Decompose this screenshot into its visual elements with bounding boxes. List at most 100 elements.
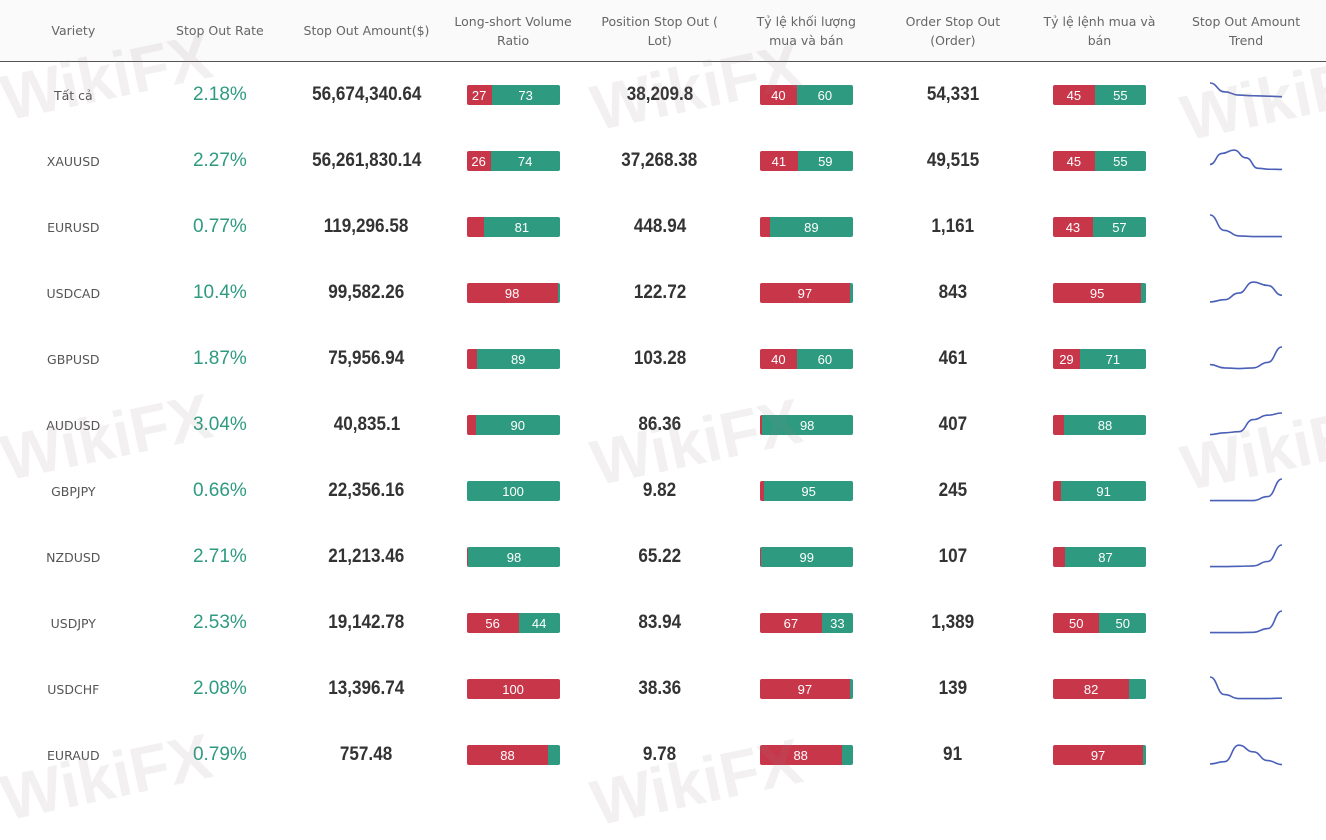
order-buy-sell-ratio-bar: 87 — [1052, 547, 1146, 567]
position-stop-out: 9.78 — [643, 744, 677, 765]
stop-out-rate: 0.79% — [192, 744, 247, 765]
table-row[interactable]: USDCHF 2.08% 13,396.74 100 38.36 97 139 … — [0, 656, 1326, 722]
table-row[interactable]: EURUSD 0.77% 119,296.58 81 448.94 89 1,1… — [0, 194, 1326, 260]
short-segment: 27 — [466, 85, 492, 105]
stop-out-rate: 2.71% — [192, 546, 247, 567]
trend-sparkline — [1210, 346, 1283, 370]
short-segment: 100 — [466, 679, 560, 699]
long-segment: 57 — [1092, 217, 1146, 237]
volume-buy-sell-ratio-bar: 98 — [759, 415, 853, 435]
short-segment — [759, 547, 761, 567]
table-row[interactable]: AUDUSD 3.04% 40,835.1 90 86.36 98 407 88 — [0, 392, 1326, 458]
long-segment: 55 — [1094, 85, 1146, 105]
position-stop-out: 65.22 — [638, 546, 682, 567]
variety-name[interactable]: NZDUSD — [46, 549, 101, 565]
table-row[interactable]: Tất cả 2.18% 56,674,340.64 27 73 38,209.8… — [0, 62, 1326, 128]
trend-sparkline — [1210, 744, 1283, 766]
position-stop-out: 448.94 — [633, 216, 686, 237]
header-position-stop-out: Position Stop Out ( Lot) — [601, 13, 718, 48]
order-stop-out: 1,161 — [931, 216, 975, 237]
trend-line — [1209, 82, 1283, 98]
stop-out-rate: 0.66% — [192, 480, 247, 501]
variety-name[interactable]: EURUSD — [47, 219, 100, 235]
trend-sparkline — [1210, 544, 1283, 568]
long-short-volume-ratio-bar: 27 73 — [466, 85, 560, 105]
table-row[interactable]: GBPJPY 0.66% 22,356.16 100 9.82 95 245 9… — [0, 458, 1326, 524]
position-stop-out: 37,268.38 — [621, 150, 698, 171]
order-stop-out: 1,389 — [931, 612, 975, 633]
long-segment: 99 — [760, 547, 853, 567]
short-segment: 56 — [466, 613, 519, 633]
table-row[interactable]: USDJPY 2.53% 19,142.78 56 44 83.94 67 33 1… — [0, 590, 1326, 656]
order-stop-out: 91 — [943, 744, 963, 765]
short-segment: 26 — [466, 151, 491, 171]
variety-name[interactable]: USDCHF — [47, 681, 100, 697]
variety-name[interactable]: AUDUSD — [46, 417, 101, 433]
short-segment: 45 — [1052, 151, 1095, 171]
stop-out-amount: 75,956.94 — [328, 348, 405, 369]
volume-buy-sell-ratio-bar: 99 — [759, 547, 853, 567]
trend-line — [1210, 744, 1283, 766]
short-segment — [466, 349, 477, 369]
trend-line — [1209, 149, 1283, 171]
order-stop-out: 461 — [938, 348, 968, 369]
order-stop-out: 245 — [938, 480, 968, 501]
header-order-stop-out: Order Stop Out (Order) — [905, 13, 1001, 48]
volume-buy-sell-ratio-bar: 88 — [759, 745, 853, 765]
variety-name[interactable]: USDJPY — [50, 615, 96, 631]
stop-out-rate: 2.53% — [192, 612, 247, 633]
table-row[interactable]: GBPUSD 1.87% 75,956.94 89 103.28 40 60 46… — [0, 326, 1326, 392]
trend-sparkline — [1210, 281, 1283, 303]
stop-out-rate: 1.87% — [192, 348, 247, 369]
trend-sparkline — [1210, 610, 1283, 634]
variety-name[interactable]: GBPUSD — [47, 351, 100, 367]
long-segment: 89 — [476, 349, 560, 369]
long-short-volume-ratio-bar: 100 — [466, 481, 560, 501]
long-segment — [557, 283, 560, 303]
volume-buy-sell-ratio-bar: 41 59 — [759, 151, 853, 171]
short-segment — [466, 217, 485, 237]
table-row[interactable]: XAUUSD 2.27% 56,261,830.14 26 74 37,268.3… — [0, 128, 1326, 194]
order-buy-sell-ratio-bar: 97 — [1052, 745, 1146, 765]
stop-out-amount: 22,356.16 — [328, 480, 405, 501]
long-segment — [1141, 283, 1146, 303]
short-segment: 29 — [1052, 349, 1080, 369]
volume-buy-sell-ratio-bar: 40 60 — [759, 349, 853, 369]
header-variety: Variety — [51, 23, 96, 38]
long-segment: 44 — [518, 613, 560, 633]
trend-sparkline — [1209, 676, 1283, 700]
header-stop-out-rate: Stop Out Rate — [176, 23, 264, 38]
table-row[interactable]: USDCAD 10.4% 99,582.26 98 122.72 97 843 … — [0, 260, 1326, 326]
position-stop-out: 103.28 — [633, 348, 686, 369]
variety-name[interactable]: XAUUSD — [46, 153, 100, 169]
short-segment: 98 — [466, 283, 558, 303]
order-buy-sell-ratio-bar: 82 — [1052, 679, 1146, 699]
short-segment: 41 — [759, 151, 798, 171]
short-segment: 97 — [759, 283, 850, 303]
variety-name[interactable]: EURAUD — [47, 747, 100, 763]
order-stop-out: 107 — [938, 546, 968, 567]
table-row[interactable]: NZDUSD 2.71% 21,213.46 98 65.22 99 107 8… — [0, 524, 1326, 590]
long-short-volume-ratio-bar: 81 — [466, 217, 560, 237]
order-buy-sell-ratio-bar: 91 — [1052, 481, 1146, 501]
long-short-volume-ratio-bar: 26 74 — [466, 151, 560, 171]
short-segment: 45 — [1052, 85, 1095, 105]
stop-out-amount: 119,296.58 — [324, 216, 409, 237]
order-stop-out: 54,331 — [926, 84, 980, 105]
long-segment — [849, 679, 853, 699]
variety-name[interactable]: USDCAD — [46, 285, 101, 301]
order-buy-sell-ratio-bar: 45 55 — [1052, 151, 1146, 171]
variety-name[interactable]: Tất cả — [53, 87, 93, 103]
volume-buy-sell-ratio-bar: 97 — [759, 283, 853, 303]
long-segment: 98 — [761, 415, 853, 435]
variety-name[interactable]: GBPJPY — [51, 483, 96, 499]
long-short-volume-ratio-bar: 90 — [466, 415, 560, 435]
header-volume-buy-sell-ratio: Tỷ lệ khối lượng mua và bán — [756, 13, 856, 48]
table-row[interactable]: EURAUD 0.79% 757.48 88 9.78 88 91 97 — [0, 722, 1326, 788]
long-segment — [548, 745, 560, 765]
short-segment — [1052, 415, 1065, 435]
long-segment — [1143, 745, 1146, 765]
header-stop-out-trend: Stop Out Amount Trend — [1191, 13, 1301, 48]
order-stop-out: 139 — [938, 678, 968, 699]
trend-line — [1210, 478, 1283, 502]
